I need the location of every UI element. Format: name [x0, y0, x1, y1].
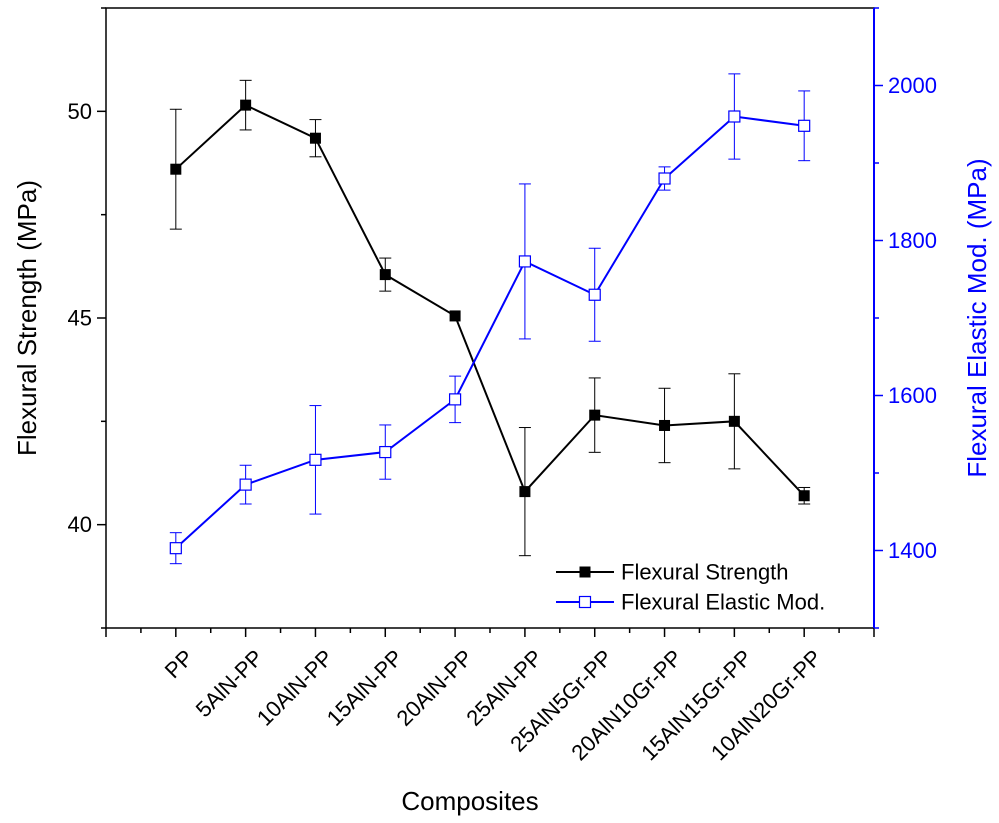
y-left-axis: 40 45 50: [68, 7, 106, 629]
y-right-axis: 1400 1600 1800 2000: [873, 7, 937, 629]
data-point: [728, 415, 740, 427]
y-right-tick-label: 2000: [888, 73, 937, 98]
legend-marker: [579, 566, 591, 578]
data-point: [518, 255, 532, 268]
data-point: [449, 310, 461, 322]
legend-marker: [578, 595, 592, 609]
y-left-axis-title: Flexural Strength (MPa): [12, 180, 42, 456]
y-left-tick-label: 40: [68, 512, 92, 537]
x-tick-label: 15AlN-PP: [322, 645, 408, 731]
data-point: [519, 486, 531, 498]
data-point: [170, 163, 182, 175]
y-left-tick-label: 45: [68, 306, 92, 331]
legend-label: Flexural Elastic Mod.: [621, 590, 825, 615]
data-point: [309, 453, 322, 466]
y-right-tick-label: 1400: [888, 538, 937, 563]
data-point: [239, 478, 252, 491]
plot-frame: [105, 7, 875, 629]
x-tick-label: 20AlN-PP: [392, 645, 478, 731]
x-axis-title: Composites: [401, 786, 538, 816]
legend-label: Flexural Strength: [621, 560, 789, 585]
series-flexural-strength: [169, 79, 811, 557]
data-point: [798, 119, 811, 132]
data-point: [659, 419, 671, 431]
data-point: [728, 110, 741, 123]
data-point: [240, 99, 252, 111]
legend: Flexural Strength Flexural Elastic Mod.: [556, 560, 825, 615]
series-flexural-elastic-mod: [169, 73, 811, 565]
data-point: [379, 445, 392, 459]
data-point: [448, 393, 462, 406]
data-point: [169, 542, 182, 555]
series-line: [175, 103, 805, 497]
x-tick-label: PP: [160, 645, 198, 683]
data-point: [588, 288, 601, 301]
data-point: [589, 409, 601, 421]
y-right-tick-label: 1600: [888, 383, 937, 408]
data-point: [798, 490, 810, 502]
x-axis: PP5AlN-PP10AlN-PP15AlN-PP20AlN-PP25AlN-P…: [105, 628, 875, 765]
x-tick-label: 10AlN-PP: [252, 645, 338, 731]
y-left-tick-label: 50: [68, 99, 92, 124]
series-line: [175, 115, 805, 549]
data-point: [379, 269, 391, 281]
data-point: [658, 172, 671, 185]
y-right-tick-label: 1800: [888, 228, 937, 253]
data-point: [309, 132, 321, 144]
series-layer: [169, 73, 811, 565]
y-right-axis-title: Flexural Elastic Mod. (MPa): [962, 158, 992, 477]
